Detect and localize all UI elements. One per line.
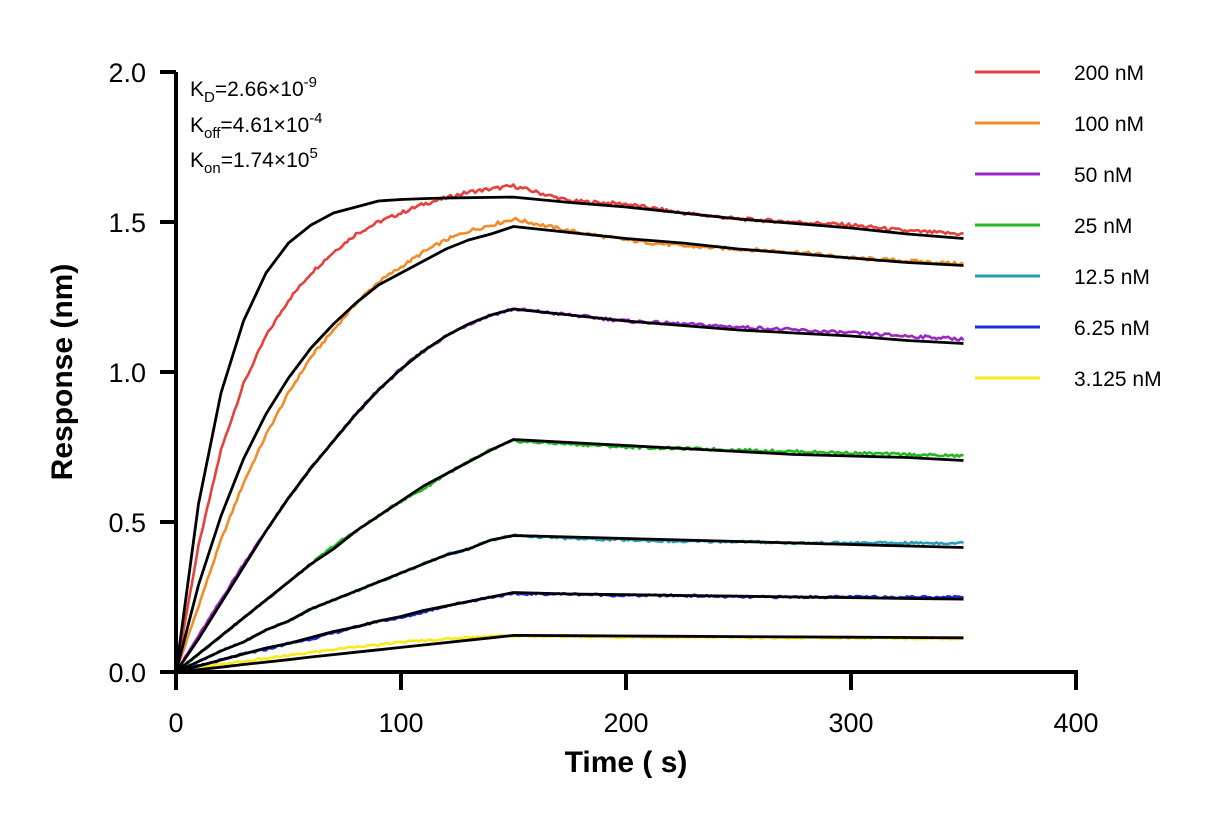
y-tick-label: 0.5: [108, 508, 146, 538]
kd-exp: -9: [304, 74, 317, 91]
fit-line: [175, 591, 964, 674]
fit-line: [174, 195, 964, 673]
legend-label: 50 nM: [1074, 164, 1132, 187]
y-tick-label: 2.0: [108, 58, 146, 88]
y-tick-label: 0.0: [108, 658, 146, 688]
kd-base: K: [190, 78, 204, 101]
y-ticks: 0.0 0.5 1.0 1.5 2.0: [108, 58, 176, 688]
y-tick-label: 1.0: [108, 358, 146, 388]
fit-line: [175, 534, 964, 674]
koff-base: K: [190, 114, 204, 137]
x-tick-label: 300: [828, 708, 873, 738]
fit-line: [174, 307, 964, 673]
kd-annotation: KD=2.66×10-9: [190, 74, 317, 106]
legend-label: 25 nM: [1074, 215, 1132, 238]
x-ticks: 0 100 200 300 400: [168, 672, 1099, 738]
kon-exp: 5: [309, 145, 317, 162]
kinetics-annotation: KD=2.66×10-9 Koff=4.61×10-4 Kon=1.74×105: [190, 74, 323, 177]
koff-value: =4.61×10: [220, 114, 309, 137]
x-tick-label: 400: [1053, 708, 1098, 738]
y-axis-title: Response (nm): [46, 264, 79, 481]
kon-base: K: [190, 149, 204, 172]
x-tick-label: 200: [603, 708, 648, 738]
x-tick-label: 100: [378, 708, 423, 738]
legend-label: 3.125 nM: [1074, 368, 1162, 391]
x-axis-title: Time ( s): [565, 746, 688, 779]
legend-label: 100 nM: [1074, 113, 1144, 136]
kd-sub: D: [204, 89, 215, 106]
legend-label: 6.25 nM: [1074, 317, 1150, 340]
koff-annotation: Koff=4.61×10-4: [190, 110, 323, 142]
kon-sub: on: [204, 160, 221, 177]
fit-layer: [174, 195, 964, 674]
legend-label: 200 nM: [1074, 62, 1144, 85]
y-tick-label: 1.5: [108, 208, 146, 238]
legend-label: 12.5 nM: [1074, 266, 1150, 289]
fit-line: [175, 438, 964, 674]
x-tick-label: 0: [168, 708, 183, 738]
koff-sub: off: [204, 125, 221, 142]
koff-exp: -4: [309, 110, 322, 127]
fit-line: [175, 634, 964, 674]
kon-value: =1.74×10: [221, 149, 310, 172]
kon-annotation: Kon=1.74×105: [190, 145, 318, 177]
kd-value: =2.66×10: [215, 78, 304, 101]
fit-line: [174, 225, 964, 673]
series-line: [174, 183, 964, 673]
series-line: [175, 533, 965, 674]
legend: 200 nM 100 nM 50 nM 25 nM 12.5 nM 6.25 nM 3.12…: [975, 62, 1162, 391]
